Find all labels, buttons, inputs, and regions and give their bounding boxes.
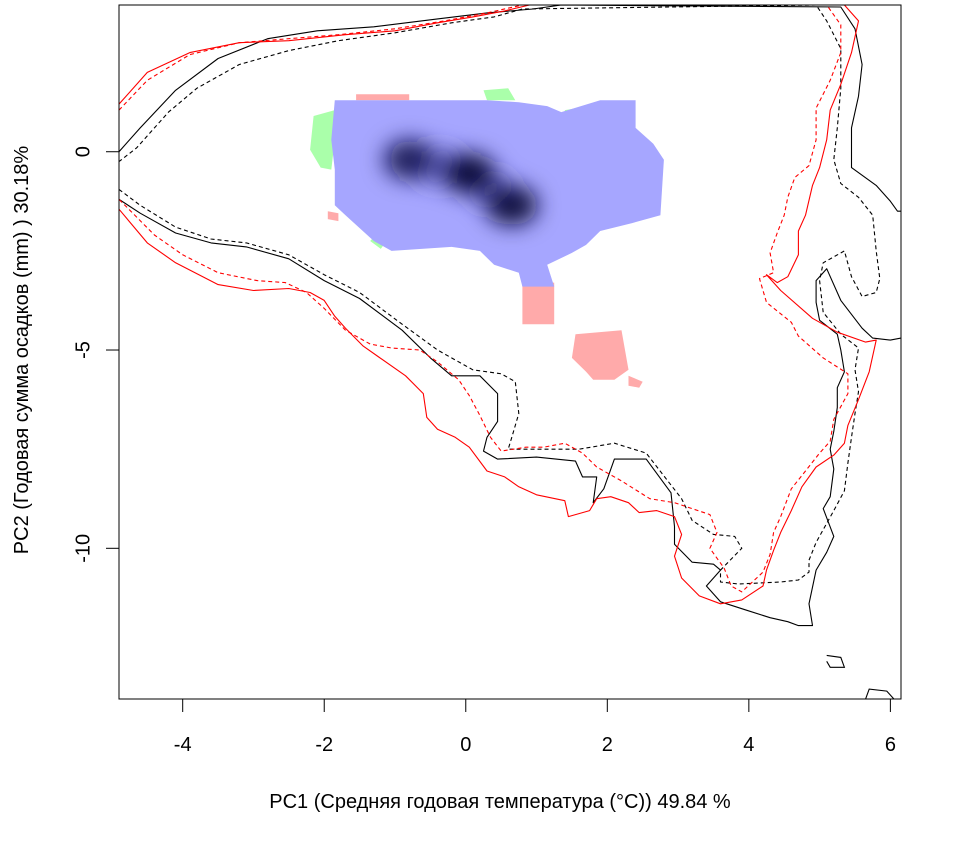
- axes: -4 -2 0 2 4 6 -10 -5 0: [72, 146, 896, 756]
- x-tick-label-3: 2: [602, 734, 613, 756]
- small-contour-0: [826, 654, 846, 668]
- invaded-only-region-1: [327, 211, 339, 222]
- x-tick-label-0: -4: [174, 734, 192, 756]
- invaded-only-region-4: [571, 330, 629, 380]
- climate-envelopes: [119, 5, 901, 699]
- envelope-4: [119, 5, 849, 593]
- envelope-0: [119, 5, 901, 212]
- x-tick-label-5: 6: [885, 734, 896, 756]
- density-peak-2: [485, 185, 538, 226]
- y-tick-label-2: 0: [72, 146, 94, 157]
- niche-regions: [310, 88, 664, 388]
- x-axis-label: PC1 (Средняя годовая температура (°C)) 4…: [269, 791, 731, 813]
- native-only-region-1: [483, 88, 516, 101]
- y-axis-label: PC2 (Годовая сумма осадков (mm) ) 30.18%: [11, 146, 33, 555]
- invaded-only-region-0: [356, 94, 410, 101]
- small-contour-1: [865, 688, 895, 699]
- invaded-only-region-3: [522, 282, 555, 325]
- density-blur-group: [383, 139, 538, 226]
- density-peaks: [383, 139, 538, 226]
- envelope-2: [119, 5, 881, 585]
- native-only-region-0: [310, 110, 335, 170]
- x-tick-label-2: 0: [460, 734, 471, 756]
- x-tick-label-4: 4: [743, 734, 754, 756]
- density-peak-1: [443, 153, 496, 194]
- density-peak-0: [383, 139, 436, 180]
- invaded-only-region-5: [628, 375, 643, 388]
- y-tick-label-0: -10: [72, 534, 94, 563]
- y-tick-label-1: -5: [72, 341, 94, 359]
- envelope-3: [119, 5, 877, 605]
- x-tick-label-1: -2: [315, 734, 333, 756]
